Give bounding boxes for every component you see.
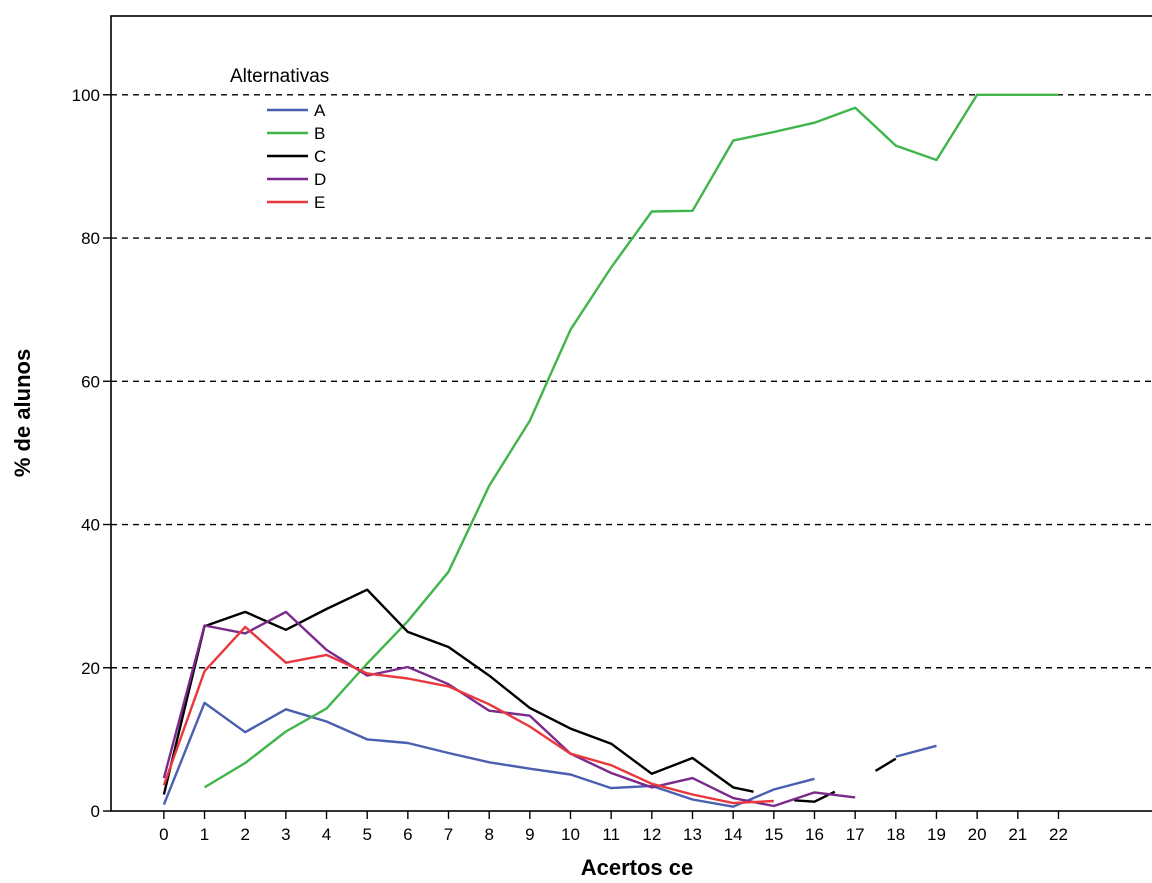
y-tick-label-40: 40: [81, 516, 100, 535]
y-axis-ticks: 0 20 40 60 80 100: [72, 86, 111, 821]
x-tick-label-10: 10: [561, 825, 580, 844]
series-A-line-1: [162, 701, 815, 808]
legend-label-C: C: [314, 147, 326, 166]
x-tick-label-0: 0: [159, 825, 168, 844]
legend-item-D: D: [267, 170, 326, 189]
y-tick-label-80: 80: [81, 229, 100, 248]
x-tick-label-1: 1: [200, 825, 209, 844]
legend-label-D: D: [314, 170, 326, 189]
legend-title: Alternativas: [230, 66, 329, 87]
series-B: [203, 93, 1059, 789]
x-tick-label-6: 6: [403, 825, 412, 844]
series-B-line-1: [203, 93, 1059, 789]
x-tick-label-20: 20: [968, 825, 987, 844]
legend-item-A: A: [267, 101, 326, 120]
legend-label-B: B: [314, 124, 325, 143]
series-A: [162, 701, 937, 808]
series-C-line-1: [162, 588, 754, 795]
series-D: [162, 610, 856, 808]
y-tick-label-100: 100: [72, 86, 100, 105]
series-A-line-2: [895, 744, 937, 758]
x-tick-label-19: 19: [927, 825, 946, 844]
legend-label-E: E: [314, 193, 325, 212]
x-tick-label-15: 15: [764, 825, 783, 844]
y-axis-title: % de alunos: [10, 349, 35, 477]
gridlines: [111, 94, 1152, 669]
legend-item-E: E: [267, 193, 325, 212]
legend-label-A: A: [314, 101, 326, 120]
x-tick-label-16: 16: [805, 825, 824, 844]
legend-item-B: B: [267, 124, 325, 143]
series-lines: [162, 93, 1059, 808]
x-tick-label-5: 5: [362, 825, 371, 844]
x-tick-label-13: 13: [683, 825, 702, 844]
x-tick-label-22: 22: [1049, 825, 1068, 844]
x-tick-label-17: 17: [846, 825, 865, 844]
x-tick-label-7: 7: [444, 825, 453, 844]
series-E-line-1: [162, 625, 774, 805]
y-tick-label-20: 20: [81, 659, 100, 678]
x-axis-ticks: 0 1 2 3 4 5 6 7 8 9 10 11 12 13 14 15 16 17 18 19 20 21 22: [159, 811, 1068, 844]
x-axis-title: Acertos ce: [581, 855, 694, 880]
y-tick-label-0: 0: [91, 802, 100, 821]
legend-item-C: C: [267, 147, 326, 166]
x-tick-label-3: 3: [281, 825, 290, 844]
x-tick-label-8: 8: [484, 825, 493, 844]
y-tick-label-60: 60: [81, 372, 100, 391]
x-tick-label-11: 11: [602, 825, 620, 844]
plot-frame: [110, 15, 1152, 812]
series-E: [162, 625, 774, 805]
x-tick-label-21: 21: [1008, 825, 1027, 844]
x-tick-label-12: 12: [642, 825, 661, 844]
x-tick-label-18: 18: [886, 825, 905, 844]
x-tick-label-4: 4: [322, 825, 331, 844]
x-tick-label-14: 14: [724, 825, 743, 844]
series-D-line-1: [162, 610, 856, 808]
x-tick-label-2: 2: [240, 825, 249, 844]
x-tick-label-9: 9: [525, 825, 534, 844]
series-C-line-3: [874, 757, 897, 772]
